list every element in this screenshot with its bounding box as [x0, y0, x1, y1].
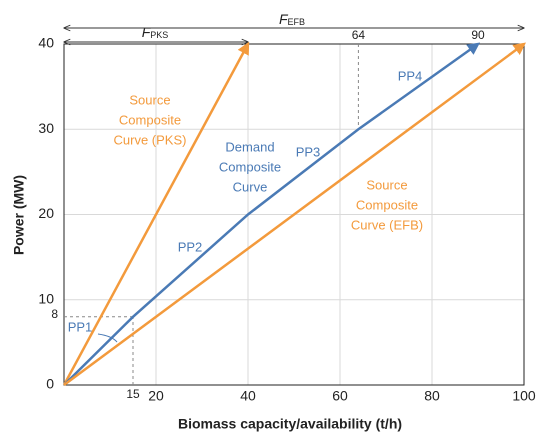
y-tick-label: 10 — [38, 290, 54, 306]
curve — [63, 42, 527, 387]
y-tick-label: 0 — [46, 376, 54, 392]
segment-label: PP1 — [68, 319, 93, 334]
curve-label: Demand — [225, 139, 274, 154]
x-tick-label: 80 — [424, 388, 440, 404]
guide-label: 90 — [471, 28, 485, 42]
curve-label: Curve (EFB) — [351, 217, 423, 232]
curve-label: Composite — [356, 197, 418, 212]
y-tick-label: 20 — [38, 205, 54, 221]
curve — [63, 42, 481, 386]
guide-label: 15 — [126, 387, 140, 401]
y-tick-label: 40 — [38, 35, 54, 51]
segment-label: PP2 — [178, 239, 203, 254]
segment-label: PP3 — [296, 144, 321, 159]
y-tick-label: 30 — [38, 120, 54, 136]
span-label: FEFB — [279, 11, 305, 28]
curve-label: Curve (PKS) — [114, 132, 187, 147]
x-axis-label: Biomass capacity/availability (t/h) — [178, 416, 402, 432]
curve-label: Source — [366, 177, 407, 192]
curve-label: Source — [129, 92, 170, 107]
span-letter: F — [142, 24, 152, 40]
span-letter: F — [279, 11, 289, 27]
segment-label: PP4 — [398, 68, 423, 83]
y-axis-label: Power (MW) — [11, 175, 27, 255]
span-subscript: EFB — [288, 17, 306, 27]
x-tick-label: 20 — [148, 388, 164, 404]
guide-label: 64 — [352, 28, 366, 42]
span-label: FPKS — [142, 24, 169, 41]
plot-frame — [63, 43, 525, 386]
curve-label: Composite — [119, 112, 181, 127]
guide-label: 8 — [51, 307, 58, 321]
span-subscript: PKS — [150, 30, 168, 40]
x-tick-label: 60 — [332, 388, 348, 404]
curve — [62, 41, 250, 386]
x-tick-label: 100 — [512, 388, 536, 404]
x-tick-label: 40 — [240, 388, 256, 404]
pp1-pointer — [97, 333, 118, 343]
curve-label: Composite — [219, 159, 281, 174]
curve-label: Curve — [233, 179, 268, 194]
